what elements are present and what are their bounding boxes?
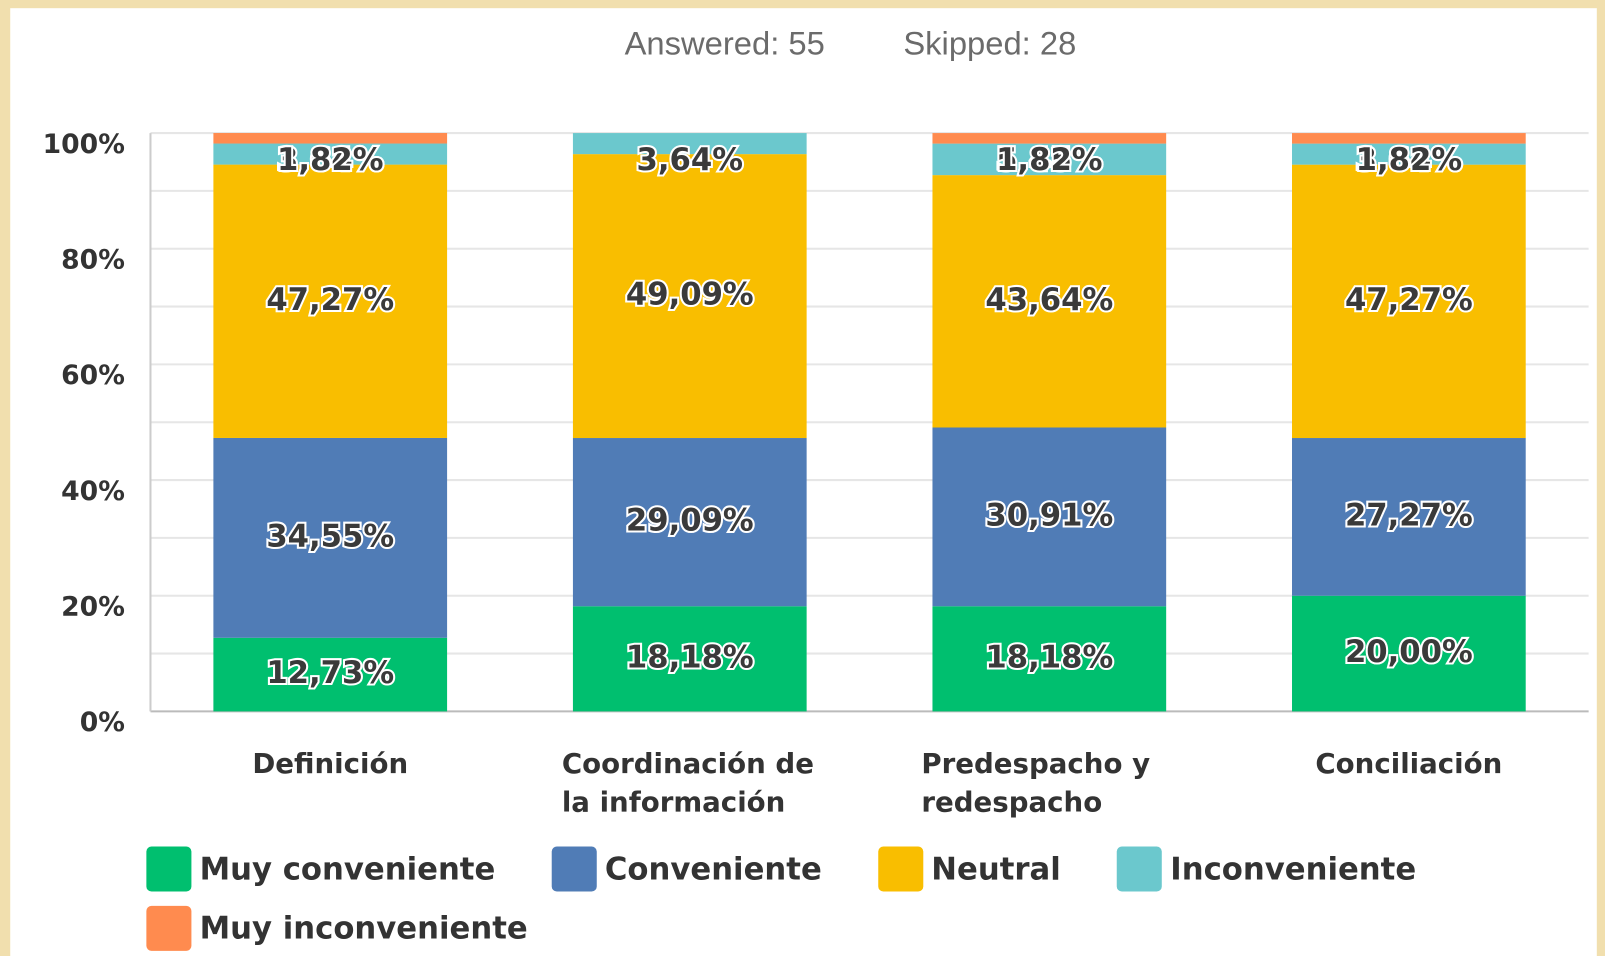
bar-segment [932,175,1167,428]
legend-swatch [146,846,192,892]
y-tick-label: 60% [61,360,125,391]
bar-segment [1292,438,1526,596]
bar-segment [213,437,448,638]
bar-segment [572,606,807,712]
legend-swatch [146,905,192,951]
value-label: 27,27% [1345,498,1473,533]
y-tick-label: 40% [61,476,125,507]
y-tick-label: 80% [61,245,125,276]
legend-item: Inconveniente [1117,845,1416,892]
value-label: 47,27% [266,283,394,318]
x-tick-label-box: Conciliación [1255,745,1562,784]
value-label: 20,00% [1345,635,1473,670]
bar-segment [213,637,448,712]
bar-segment [213,164,448,438]
x-tick-label: Coordinación de la información [561,748,814,819]
legend-label: Inconveniente [1170,851,1417,887]
bar-segment [932,427,1167,607]
value-label: 1,82% [277,143,383,178]
bar-segment [213,143,448,165]
value-label: 49,09% [626,278,754,313]
value-label: 30,91% [985,498,1113,533]
legend-item: Neutral [878,845,1061,892]
value-label: 12,73% [266,656,394,691]
bar-segment [213,133,448,144]
value-label: 18,18% [626,640,754,675]
x-tick-label: Predespacho y redespacho [921,748,1151,819]
x-tick-label: Definición [252,748,409,780]
bar-segment [572,133,807,155]
value-label: 1,82% [1356,143,1462,178]
bar-segment [1292,143,1526,165]
legend-item: Muy conveniente [146,845,495,892]
skipped: Skipped: 28 [903,25,1076,62]
x-tick-label: Conciliación [1315,748,1503,780]
answered: Answered: 55 [625,25,825,62]
legend-label: Neutral [931,851,1061,887]
bar-segment [1292,595,1526,712]
bar-segment [572,438,807,607]
bar-segment [1292,164,1526,439]
legend-swatch [551,846,597,892]
value-label: 47,27% [1345,283,1473,318]
y-tick-label: 0% [80,707,125,738]
bar-segment [932,143,1167,176]
legend-swatch [878,846,924,892]
value-label: 1,82% [996,143,1102,178]
y-tick-label: 100% [43,129,125,160]
value-label: 29,09% [626,504,754,539]
legend: Muy conveniente Conveniente Neutral Inconve… [146,845,1456,951]
bar-segment [932,133,1167,144]
legend-swatch [1117,846,1163,892]
y-tick-label: 20% [61,592,125,623]
value-label: 5,45% [996,143,1102,178]
legend-item: Muy inconveniente [146,905,528,952]
legend-item: Conveniente [551,845,822,892]
value-label: 34,55% [266,519,394,554]
value-label: 3,64% [277,143,383,178]
bar-segment [932,606,1167,712]
bar-segment [572,154,807,439]
x-tick-label-box: Predespacho y redespacho [896,745,1203,823]
legend-label: Muy inconveniente [199,910,528,947]
value-label: 43,64% [985,283,1113,318]
bar-segment [1292,133,1526,144]
x-tick-label-box: Definición [177,745,484,784]
legend-label: Muy conveniente [199,851,496,887]
value-label: 3,64% [1356,143,1462,178]
value-label: 18,18% [985,640,1113,675]
value-label: 3,64% [637,143,743,178]
legend-label: Conveniente [604,851,822,887]
x-tick-label-box: Coordinación de la información [536,745,843,823]
